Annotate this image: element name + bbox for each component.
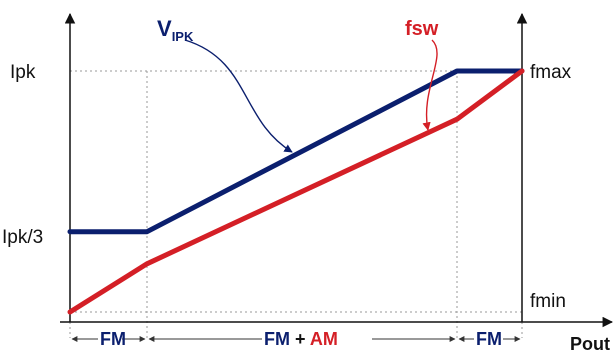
region-label-fm-right: FM — [476, 329, 502, 349]
x-axis-label: Pout — [570, 334, 610, 354]
region-label-fm-left: FM — [100, 329, 126, 349]
series-line-fsw — [67, 68, 525, 315]
tick-ipk3: Ipk/3 — [2, 227, 43, 248]
tick-fmax: fmax — [530, 62, 572, 83]
series-layer — [67, 68, 525, 315]
annotation-arrow-vipk — [184, 39, 293, 153]
tick-ipk: Ipk — [10, 62, 36, 83]
tick-fmin: fmin — [530, 291, 566, 312]
region-markers: FM FM + AM FM — [71, 329, 521, 349]
annotation-arrow-fsw — [422, 39, 438, 131]
region-label-fm-am: FM + AM — [264, 329, 338, 349]
series-line-vipk — [67, 68, 525, 235]
series-label-fsw: fsw — [405, 18, 439, 40]
guide-lines — [69, 70, 523, 338]
series-label-vipk: VIPK — [157, 16, 194, 44]
